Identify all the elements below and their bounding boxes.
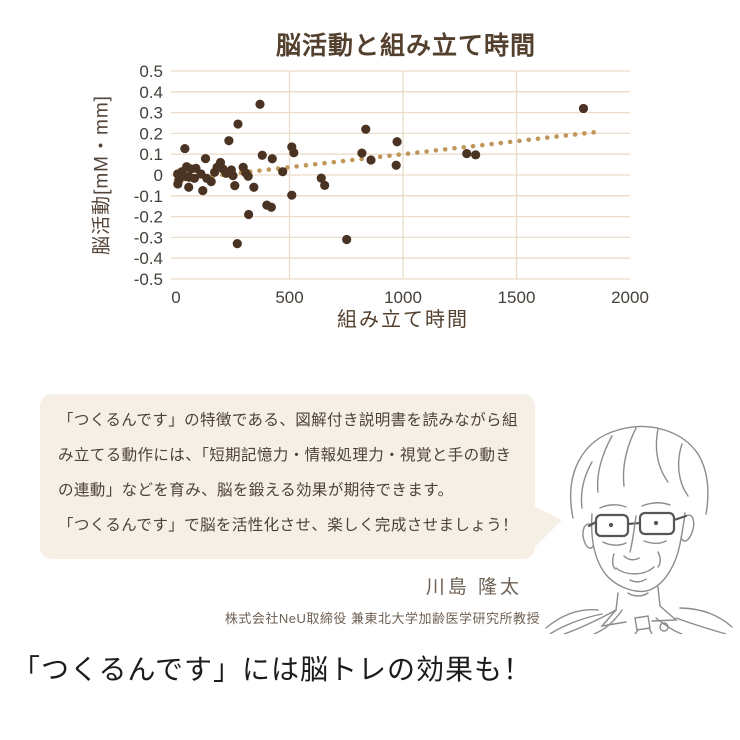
svg-text:0.1: 0.1: [139, 145, 163, 164]
smile: [615, 566, 655, 583]
professor-affiliation: 株式会社NeU取締役 兼東北大学加齢医学研究所教授: [224, 611, 540, 626]
svg-text:-0.5: -0.5: [134, 270, 163, 289]
svg-text:0.5: 0.5: [139, 62, 163, 81]
attribution: 川島 隆太 株式会社NeU取締役 兼東北大学加齢医学研究所教授: [225, 572, 540, 627]
professor-portrait-illustration: [545, 425, 733, 634]
hair-outline: [570, 425, 709, 519]
nose: [623, 515, 640, 561]
svg-text:500: 500: [275, 288, 303, 307]
hair-strokes: [580, 427, 689, 509]
speech-line-1: 「つくるんです」の特徴である、図解付き説明書を読みながら組: [58, 412, 518, 429]
right-ear: [681, 514, 695, 542]
svg-text:0.4: 0.4: [139, 83, 163, 102]
headline: 「つくるんです」には脳トレの効果も！: [12, 654, 533, 685]
speech-bubble: 「つくるんです」の特徴である、図解付き説明書を読みながら組 み立てる動作には、「…: [40, 394, 535, 559]
svg-text:2000: 2000: [611, 288, 649, 307]
x-axis-label: 組み立て時間: [337, 309, 469, 331]
professor-name: 川島 隆太: [425, 577, 522, 598]
chin-line: [627, 592, 649, 597]
y-axis-label: 脳活動[mM・mm]: [91, 95, 113, 255]
svg-text:-0.4: -0.4: [134, 249, 163, 268]
speech-line-3: の連動」などを育み、脳を鍛える効果が期待できます。: [58, 482, 454, 499]
speech-line-4: 「つくるんです」で脳を活性化させ、楽しく完成させましょう！: [58, 517, 519, 534]
left-ear: [582, 523, 594, 549]
chart-title: 脳活動と組み立て時間: [275, 32, 536, 60]
right-eye: [653, 520, 659, 526]
svg-text:-0.1: -0.1: [134, 187, 163, 206]
cheek-lines: [611, 551, 661, 570]
svg-text:1500: 1500: [498, 288, 536, 307]
svg-text:1000: 1000: [384, 288, 422, 307]
left-eye: [608, 522, 614, 528]
brain-activity-chart: 0.5 0.4 0.3 0.2 0.1 0 -0.1 -0.2 -0.3 -0.4 -0.5 0 500…: [0, 0, 740, 345]
svg-text:0.2: 0.2: [139, 124, 163, 143]
speech-bubble-text: 「つくるんです」の特徴である、図解付き説明書を読みながら組 み立てる動作には、「…: [58, 403, 523, 543]
neck: [615, 586, 661, 611]
svg-text:-0.2: -0.2: [134, 208, 163, 227]
lapel-lines: [593, 609, 683, 634]
svg-text:0: 0: [154, 166, 163, 185]
glasses-icon: [587, 511, 688, 538]
face-outline: [590, 512, 686, 593]
tie: [634, 615, 653, 634]
svg-text:-0.3: -0.3: [134, 228, 163, 247]
jacket-right: [675, 607, 733, 634]
svg-text:0.3: 0.3: [139, 104, 163, 123]
scatter-plot: 0.5 0.4 0.30.2 0.1 0 -0.1 -0.2-0.3 -0.4 -0.5 0 500…: [134, 62, 649, 307]
under-eye-lines: [602, 540, 667, 546]
svg-text:0: 0: [171, 288, 180, 307]
speech-line-2: み立てる動作には、「短期記憶力・情報処理力・視覚と手の動き: [58, 447, 512, 464]
jacket-left: [545, 609, 617, 634]
lapel-pin: [659, 622, 669, 632]
speech-bubble-tail: [534, 506, 562, 548]
eyebrows: [599, 502, 671, 509]
